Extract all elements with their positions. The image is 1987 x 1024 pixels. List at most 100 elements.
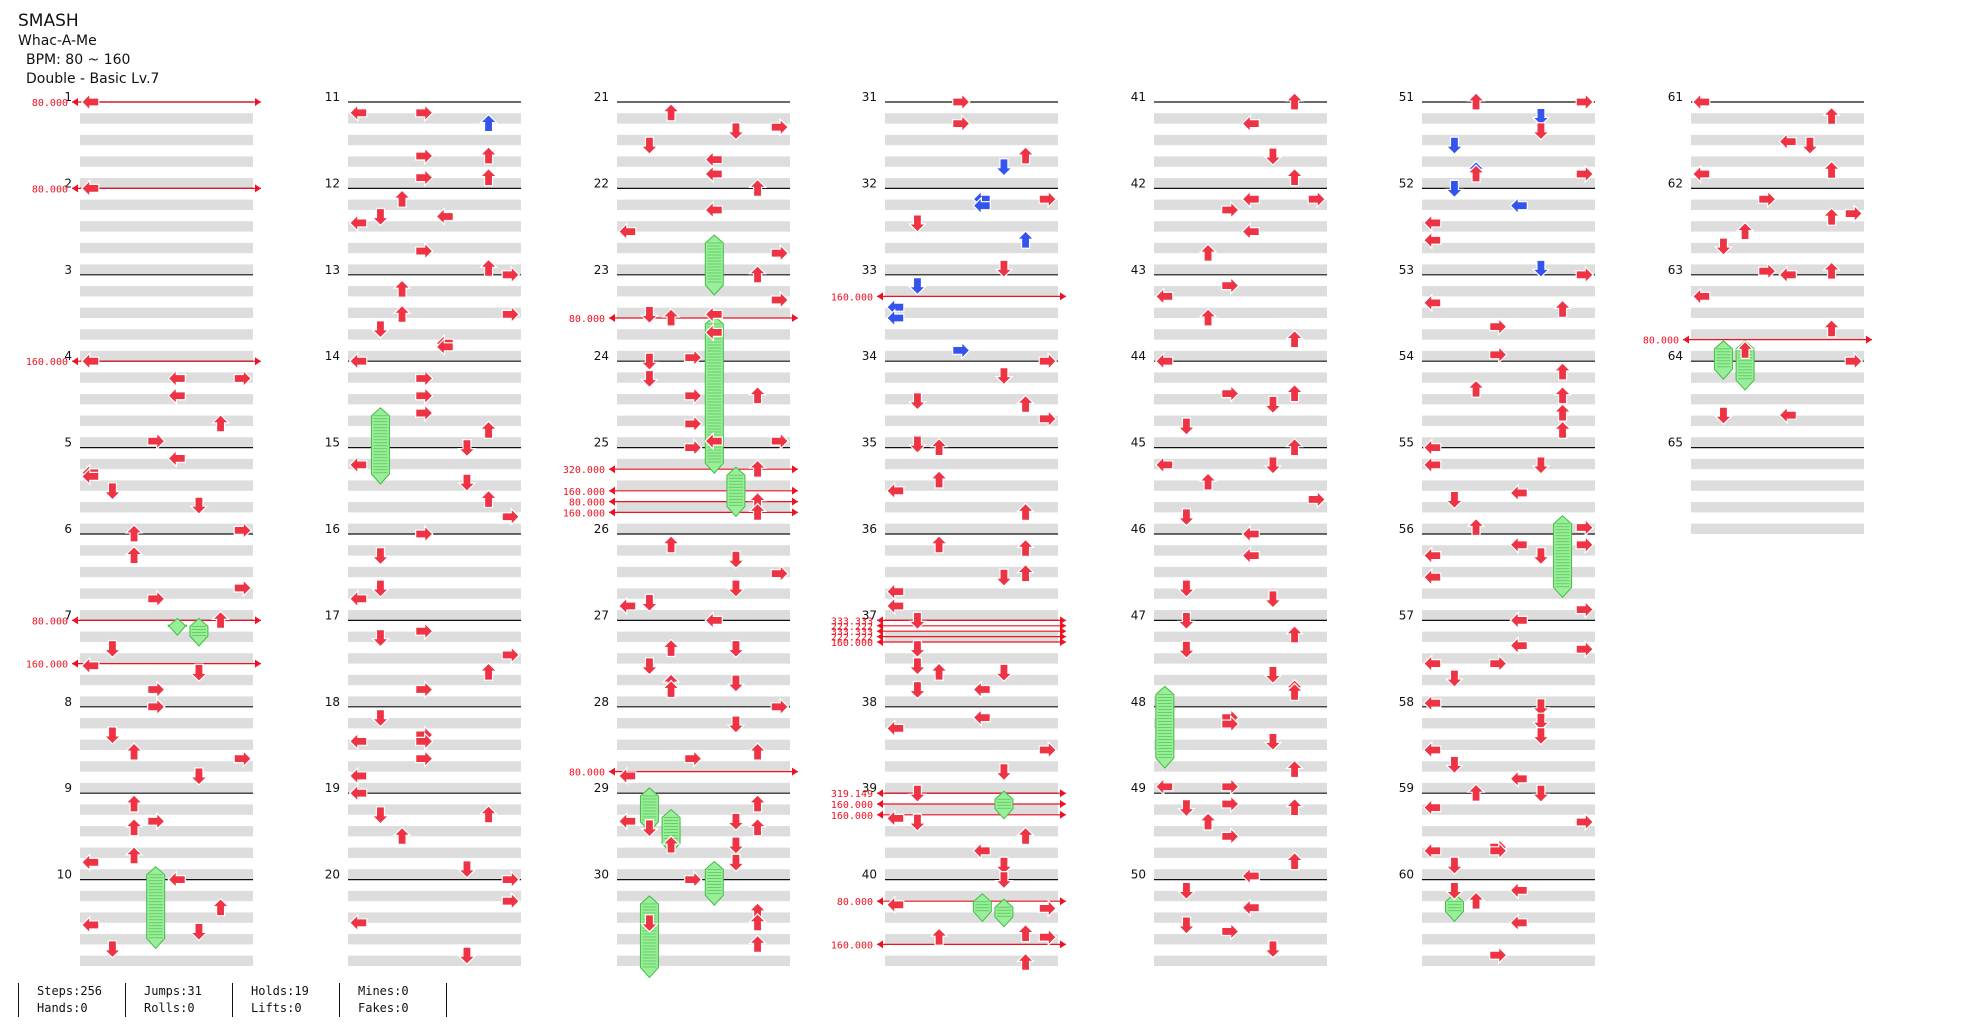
bpm-marker-left [72, 98, 78, 106]
step-arrow [147, 431, 166, 451]
step-arrow [102, 639, 122, 659]
beat-band [617, 826, 790, 837]
beat-band [80, 912, 253, 923]
step-arrow [1422, 230, 1442, 250]
step-arrow [994, 568, 1014, 588]
beat-band [617, 847, 790, 858]
measure-number: 4 [64, 349, 72, 363]
step-arrow [1575, 600, 1595, 620]
beat-band [1422, 631, 1595, 642]
measure-number: 3 [64, 263, 72, 277]
beat-band [1691, 372, 1864, 383]
step-arrow [1263, 590, 1283, 609]
beat-band [1154, 588, 1327, 599]
bpm-marker-right [255, 659, 261, 668]
beat-band [1154, 178, 1327, 189]
measure-number: 6 [64, 522, 72, 536]
step-arrow [1778, 265, 1797, 285]
measure-number: 49 [1131, 781, 1146, 795]
measure-number: 38 [862, 695, 877, 709]
step-arrow [639, 305, 659, 325]
beat-band [1422, 739, 1595, 750]
bpm-marker-right [1060, 292, 1066, 301]
beat-band [1691, 242, 1864, 254]
beat-band [1422, 718, 1595, 729]
beat-band [1154, 458, 1327, 470]
step-arrow [726, 122, 746, 141]
bpm-marker-left [609, 314, 615, 322]
step-arrow [1038, 189, 1058, 209]
stat-hands: Hands:0 [18, 1000, 125, 1017]
beat-band [348, 394, 521, 405]
step-arrow [748, 912, 768, 932]
beat-band [885, 588, 1058, 599]
step-arrow [1038, 351, 1058, 371]
measure-number: 59 [1399, 781, 1414, 795]
beat-band [1422, 350, 1595, 362]
beat-band [617, 934, 790, 945]
step-arrow [435, 337, 454, 357]
beat-band [1422, 307, 1595, 318]
bpm-marker-right [1060, 638, 1066, 646]
beat-band [1691, 113, 1864, 124]
beat-band [348, 826, 521, 837]
step-arrow [1531, 712, 1551, 732]
beat-band [80, 869, 253, 880]
step-arrow [211, 610, 231, 630]
step-arrow [415, 146, 434, 166]
song-title: SMASH [18, 11, 79, 31]
step-arrow [415, 749, 434, 769]
beat-band [617, 199, 790, 210]
measure-number: 36 [862, 522, 877, 536]
beat-band [1691, 523, 1864, 534]
beat-band [80, 934, 253, 945]
step-arrow [479, 804, 499, 824]
measure-number: 42 [1131, 176, 1146, 190]
stat-lifts: Lifts:0 [232, 1000, 339, 1017]
bpm-marker-right [1866, 335, 1872, 344]
measure-number: 33 [862, 263, 877, 277]
bpm-marker-left [877, 292, 883, 301]
beat-band [1154, 782, 1327, 794]
step-arrow [726, 550, 746, 570]
step-arrow [1154, 455, 1174, 475]
step-arrow [907, 784, 927, 804]
beat-band [1691, 264, 1864, 275]
step-arrow [661, 638, 681, 658]
step-arrow [1822, 160, 1842, 179]
step-arrow [348, 589, 368, 609]
step-arrow [147, 697, 166, 717]
step-arrow [348, 783, 368, 803]
hold-body [1713, 340, 1733, 380]
bpm-marker-right [792, 465, 798, 474]
beat-band [885, 394, 1058, 405]
bpm-marker-left [877, 800, 883, 808]
step-arrow [1800, 136, 1820, 156]
step-arrow [392, 189, 412, 208]
beat-band [1154, 480, 1327, 491]
step-arrow [684, 438, 703, 458]
step-arrow [415, 621, 434, 641]
step-arrow [1016, 538, 1036, 558]
beat-band [80, 199, 253, 210]
measure-number: 8 [64, 695, 72, 709]
measure-number: 61 [1668, 90, 1683, 104]
beat-band [617, 955, 790, 966]
beat-band [348, 502, 521, 513]
beat-band [1422, 674, 1595, 686]
beat-band [80, 372, 253, 383]
measure-number: 47 [1131, 608, 1146, 622]
step-arrow [994, 663, 1014, 683]
bpm-marker-left [609, 497, 615, 506]
step-arrow [1221, 714, 1240, 734]
beat-band [1422, 199, 1595, 210]
step-arrow [704, 431, 723, 451]
bpm-value: 333.333 [831, 627, 873, 638]
step-arrow [415, 369, 434, 388]
measure-number: 9 [64, 781, 72, 795]
beat-band [1154, 372, 1327, 383]
step-arrow [147, 811, 166, 831]
measure-number: 34 [862, 349, 877, 363]
beat-band [80, 955, 253, 966]
step-arrow [1285, 624, 1305, 644]
